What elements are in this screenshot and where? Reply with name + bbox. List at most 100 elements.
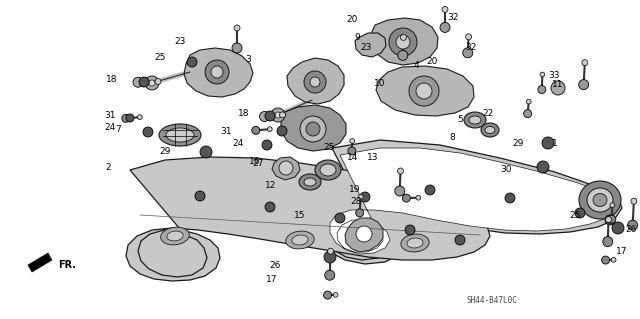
Ellipse shape <box>271 108 285 122</box>
Ellipse shape <box>260 111 269 122</box>
Text: 30: 30 <box>500 166 512 174</box>
Text: 31: 31 <box>220 128 232 137</box>
Ellipse shape <box>505 193 515 203</box>
Ellipse shape <box>280 112 285 118</box>
Ellipse shape <box>605 217 612 223</box>
Polygon shape <box>126 157 490 281</box>
Ellipse shape <box>464 112 486 128</box>
Text: 23: 23 <box>174 38 186 47</box>
Text: 29: 29 <box>159 147 171 157</box>
Ellipse shape <box>463 48 473 58</box>
Ellipse shape <box>335 213 345 223</box>
Ellipse shape <box>469 116 481 124</box>
Text: 24: 24 <box>232 138 244 147</box>
Ellipse shape <box>286 231 314 249</box>
Ellipse shape <box>279 161 293 175</box>
Text: 17: 17 <box>266 276 278 285</box>
Ellipse shape <box>401 34 406 41</box>
Ellipse shape <box>138 115 142 120</box>
Ellipse shape <box>579 80 589 90</box>
Text: 19: 19 <box>349 186 361 195</box>
Ellipse shape <box>608 215 616 223</box>
Ellipse shape <box>187 57 197 67</box>
Text: 28: 28 <box>350 197 362 206</box>
Ellipse shape <box>277 126 287 136</box>
Ellipse shape <box>358 194 363 199</box>
Text: 13: 13 <box>367 153 379 162</box>
Ellipse shape <box>126 114 134 122</box>
Ellipse shape <box>139 77 149 87</box>
Polygon shape <box>287 58 344 104</box>
Ellipse shape <box>292 235 308 245</box>
Ellipse shape <box>425 185 435 195</box>
Ellipse shape <box>455 235 465 245</box>
Ellipse shape <box>310 77 320 87</box>
Ellipse shape <box>465 34 472 40</box>
Ellipse shape <box>300 116 326 142</box>
Polygon shape <box>322 140 622 264</box>
Ellipse shape <box>628 220 637 230</box>
Ellipse shape <box>407 238 423 248</box>
Polygon shape <box>371 18 438 65</box>
Text: 18: 18 <box>238 108 250 117</box>
Ellipse shape <box>149 80 155 86</box>
Ellipse shape <box>440 22 450 33</box>
Text: 15: 15 <box>294 211 306 219</box>
Text: FR.: FR. <box>58 260 76 270</box>
Ellipse shape <box>389 28 417 56</box>
Ellipse shape <box>485 127 495 133</box>
Ellipse shape <box>631 198 637 204</box>
Ellipse shape <box>575 208 585 218</box>
Text: 10: 10 <box>374 78 386 87</box>
Ellipse shape <box>582 60 588 66</box>
Ellipse shape <box>205 60 229 84</box>
Ellipse shape <box>275 112 281 118</box>
Text: 26: 26 <box>625 226 637 234</box>
Ellipse shape <box>356 209 364 217</box>
Ellipse shape <box>232 43 242 53</box>
Ellipse shape <box>593 194 607 206</box>
Text: 5: 5 <box>457 115 463 124</box>
Ellipse shape <box>159 124 201 146</box>
Ellipse shape <box>262 140 272 150</box>
Text: 14: 14 <box>348 153 358 162</box>
Ellipse shape <box>442 6 448 12</box>
Ellipse shape <box>143 127 153 137</box>
Ellipse shape <box>605 215 615 225</box>
Ellipse shape <box>304 71 326 93</box>
Ellipse shape <box>356 226 372 242</box>
Ellipse shape <box>360 192 370 202</box>
Ellipse shape <box>348 147 356 155</box>
Ellipse shape <box>524 110 532 118</box>
Ellipse shape <box>396 35 410 49</box>
Ellipse shape <box>306 122 320 136</box>
Ellipse shape <box>405 225 415 235</box>
Ellipse shape <box>145 76 159 90</box>
Ellipse shape <box>481 123 499 137</box>
Ellipse shape <box>268 127 272 131</box>
Ellipse shape <box>401 234 429 252</box>
Ellipse shape <box>234 25 240 31</box>
Ellipse shape <box>315 160 341 180</box>
Text: 1: 1 <box>552 138 558 147</box>
Polygon shape <box>345 218 383 252</box>
Ellipse shape <box>538 85 546 93</box>
Ellipse shape <box>122 115 130 122</box>
Ellipse shape <box>416 195 420 200</box>
Text: 12: 12 <box>266 181 276 189</box>
Text: 20: 20 <box>426 57 438 66</box>
Ellipse shape <box>587 188 613 212</box>
Text: 18: 18 <box>106 76 118 85</box>
Ellipse shape <box>409 76 439 106</box>
Text: 24: 24 <box>104 123 116 132</box>
Polygon shape <box>272 157 300 180</box>
Ellipse shape <box>195 191 205 201</box>
Text: 26: 26 <box>269 262 281 271</box>
Text: 11: 11 <box>552 80 564 90</box>
Text: 3: 3 <box>245 56 251 64</box>
Text: 22: 22 <box>483 108 493 117</box>
Ellipse shape <box>324 270 335 280</box>
Ellipse shape <box>328 248 333 254</box>
Text: 23: 23 <box>360 42 372 51</box>
Polygon shape <box>281 105 346 151</box>
